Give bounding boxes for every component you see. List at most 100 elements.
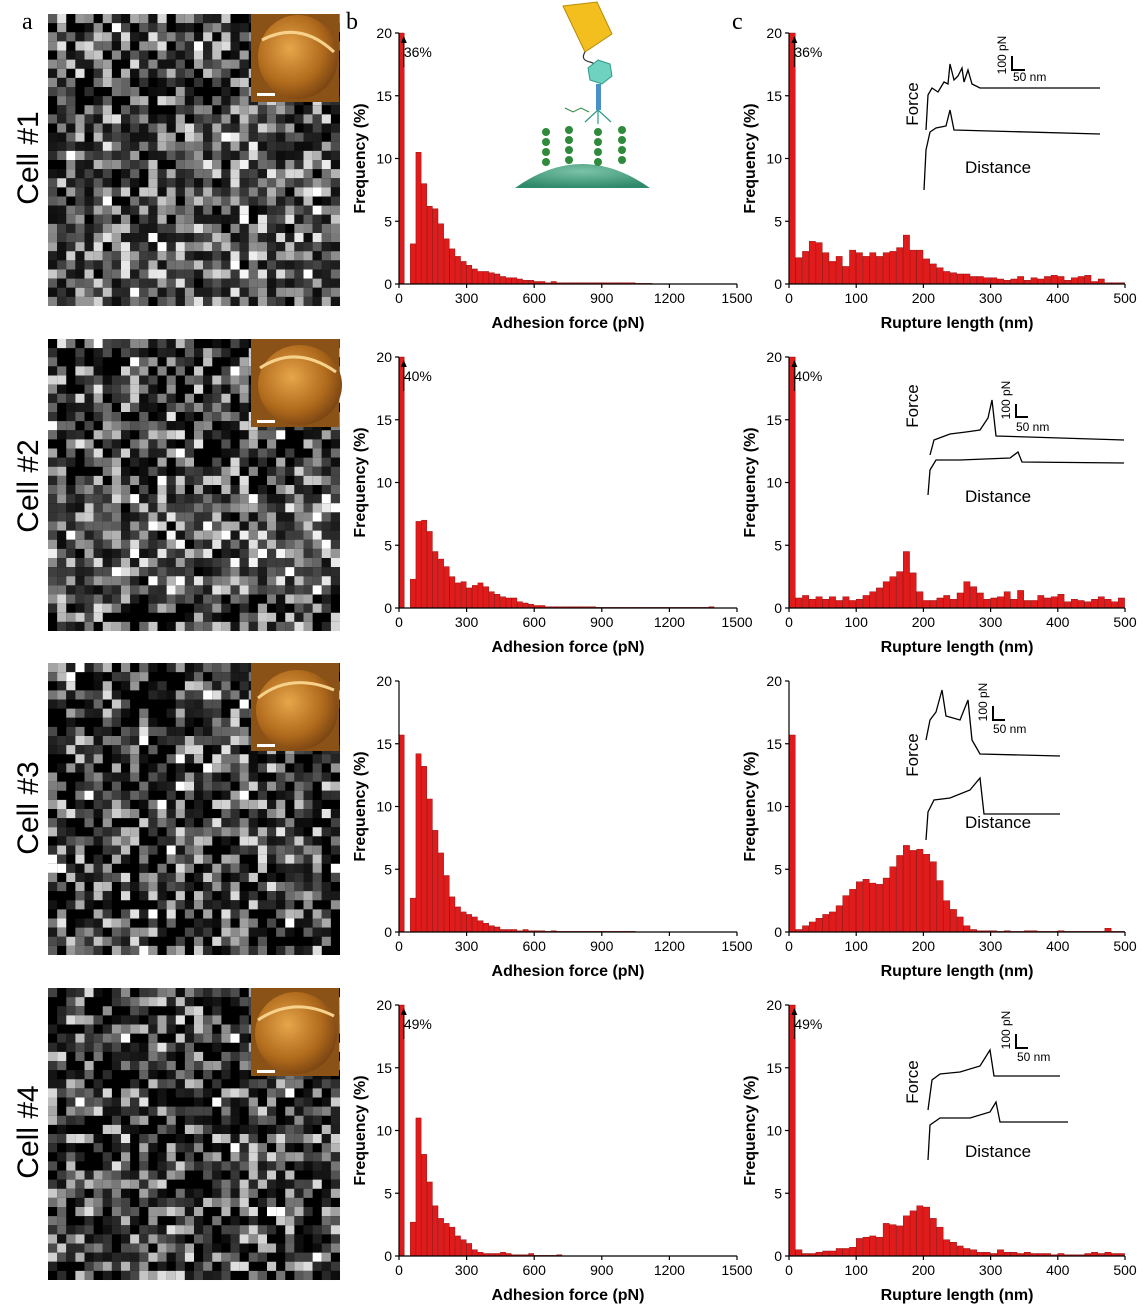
map-pixel	[184, 594, 195, 604]
map-pixel	[203, 1261, 213, 1271]
map-pixel	[294, 150, 304, 161]
afm-cell-image-2	[251, 339, 342, 427]
map-pixel	[194, 621, 204, 632]
map-pixel	[102, 123, 112, 133]
map-pixel	[139, 663, 149, 673]
map-pixel	[248, 900, 258, 910]
map-pixel	[102, 114, 112, 124]
map-pixel	[194, 169, 204, 179]
map-pixel	[157, 1024, 167, 1034]
map-pixel	[312, 114, 322, 124]
force-label: Force	[903, 733, 922, 776]
histogram-bar	[483, 271, 489, 285]
map-pixel	[184, 548, 195, 559]
map-pixel	[194, 612, 204, 622]
map-pixel	[239, 612, 249, 622]
map-pixel	[248, 105, 258, 115]
map-pixel	[194, 790, 204, 800]
map-pixel	[157, 1097, 167, 1107]
map-pixel	[157, 448, 167, 458]
map-pixel	[230, 1051, 240, 1062]
map-pixel	[194, 123, 204, 133]
map-pixel	[175, 726, 185, 737]
map-pixel	[57, 530, 67, 540]
map-pixel	[248, 891, 258, 901]
map-pixel	[221, 781, 231, 791]
map-pixel	[148, 251, 158, 261]
map-pixel	[285, 260, 295, 270]
map-pixel	[130, 375, 140, 385]
map-pixel	[212, 585, 222, 595]
histogram-bar	[896, 247, 904, 285]
map-pixel	[102, 558, 112, 568]
map-pixel	[139, 530, 149, 540]
map-pixel	[102, 233, 112, 243]
map-pixel	[93, 96, 103, 106]
map-pixel	[285, 269, 295, 279]
map-pixel	[184, 123, 195, 133]
map-pixel	[111, 594, 122, 604]
map-pixel	[130, 68, 140, 78]
map-pixel	[203, 863, 213, 873]
map-pixel	[257, 1170, 268, 1180]
map-pixel	[166, 1079, 176, 1089]
histogram-bar	[460, 581, 467, 609]
map-pixel	[239, 836, 249, 846]
map-pixel	[312, 530, 322, 540]
histogram-bar	[494, 926, 501, 933]
map-pixel	[194, 233, 204, 243]
histogram-bar	[943, 900, 951, 933]
map-pixel	[148, 1170, 158, 1180]
map-pixel	[257, 123, 268, 133]
map-pixel	[130, 503, 140, 513]
map-pixel	[239, 891, 249, 901]
map-pixel	[285, 1252, 295, 1262]
map-pixel	[239, 681, 249, 691]
map-pixel	[57, 223, 67, 234]
map-pixel	[221, 1070, 231, 1080]
map-pixel	[66, 809, 76, 819]
map-pixel	[121, 745, 131, 755]
map-pixel	[239, 178, 249, 188]
map-pixel	[111, 530, 122, 540]
map-pixel	[84, 287, 94, 297]
map-pixel	[48, 1143, 58, 1153]
map-pixel	[184, 1106, 195, 1116]
map-pixel	[148, 214, 158, 224]
map-pixel	[57, 1170, 67, 1180]
map-pixel	[212, 818, 222, 828]
map-pixel	[230, 1261, 240, 1271]
map-pixel	[321, 809, 331, 819]
map-pixel	[303, 530, 313, 540]
map-pixel	[276, 567, 286, 577]
map-pixel	[330, 214, 341, 224]
map-pixel	[111, 278, 122, 288]
map-pixel	[148, 745, 158, 755]
map-pixel	[203, 214, 213, 224]
map-pixel	[175, 1033, 185, 1043]
map-pixel	[139, 1225, 149, 1235]
map-pixel	[57, 421, 67, 431]
map-pixel	[230, 927, 240, 937]
map-pixel	[221, 1197, 231, 1208]
y-axis-label: Frequency (%)	[352, 103, 369, 213]
map-pixel	[121, 1033, 131, 1043]
map-pixel	[239, 384, 249, 394]
x-tick-label: 600	[523, 938, 547, 954]
map-pixel	[148, 269, 158, 279]
map-pixel	[175, 699, 185, 709]
map-pixel	[66, 160, 76, 170]
map-pixel	[230, 845, 240, 855]
map-pixel	[57, 672, 67, 682]
map-pixel	[48, 1243, 58, 1253]
map-pixel	[330, 160, 341, 170]
map-pixel	[321, 251, 331, 261]
map-pixel	[321, 621, 331, 632]
map-pixel	[157, 1170, 167, 1180]
map-pixel	[321, 187, 331, 197]
map-pixel	[230, 494, 240, 504]
map-pixel	[184, 1270, 195, 1281]
histogram-bar	[466, 1243, 473, 1257]
overflow-label: 49%	[404, 1016, 432, 1032]
histogram-bar	[970, 586, 977, 609]
